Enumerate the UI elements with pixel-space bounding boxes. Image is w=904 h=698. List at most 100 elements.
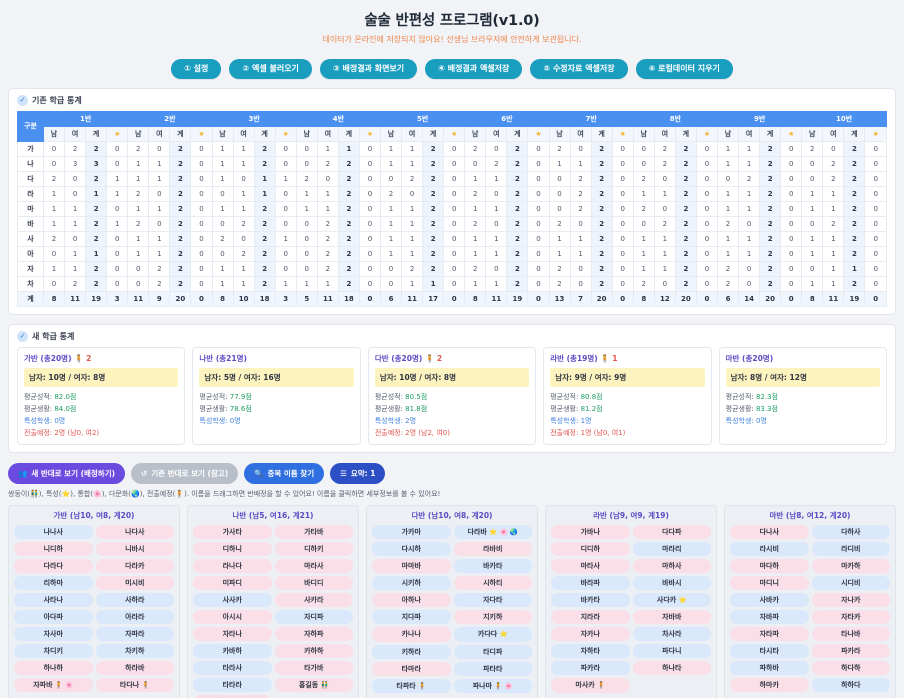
student-chip[interactable]: 사타나: [14, 592, 93, 607]
student-chip[interactable]: 타가바: [274, 660, 353, 676]
student-chip[interactable]: 파하바: [730, 660, 809, 676]
student-chip[interactable]: 디하니: [193, 541, 272, 556]
class-column[interactable]: 가반 (남10, 여8, 계20) 나나사 나다사 니디하 니바시 다라다 다라카 리하마 미시…: [8, 504, 180, 698]
view-button-2[interactable]: ↺ 기존 반대로 보기 (참고): [131, 462, 239, 484]
class-column[interactable]: 마반 (남8, 여12, 계20) 다나사 다하사 라시비 라디비 마다하 마카하 마디니 시디…: [724, 504, 896, 698]
student-chip[interactable]: 라디비: [811, 541, 890, 556]
student-chip[interactable]: 나다사: [95, 524, 174, 539]
student-chip[interactable]: 다라바 ⭐ 🌸 🌏: [453, 524, 532, 540]
student-chip[interactable]: 지다파: [372, 610, 451, 625]
view-button-1[interactable]: 👥 새 반대로 보기 (배정하기): [8, 462, 126, 484]
student-chip[interactable]: 차사라: [632, 627, 711, 642]
student-chip[interactable]: 시디비: [811, 575, 890, 590]
student-chip[interactable]: 가카마: [372, 524, 451, 540]
student-chip[interactable]: 나나사: [14, 524, 93, 539]
student-chip[interactable]: 마하사: [632, 558, 711, 573]
student-chip[interactable]: 홍길순 👬: [193, 695, 272, 698]
student-chip[interactable]: 차하타: [551, 644, 630, 659]
student-chip[interactable]: 파카라: [811, 643, 890, 658]
view-button-4[interactable]: ☰ 요약: 1: [330, 462, 386, 484]
student-chip[interactable]: 타타라: [193, 678, 272, 693]
student-chip[interactable]: 타나바: [811, 626, 890, 641]
student-chip[interactable]: 가바나: [551, 524, 630, 539]
student-chip[interactable]: 홍길동 👬: [274, 678, 353, 693]
student-chip[interactable]: 시키하: [372, 576, 451, 591]
student-chip[interactable]: 아시시: [193, 609, 272, 624]
student-chip[interactable]: 파다니: [632, 644, 711, 659]
class-column[interactable]: 라반 (남9, 여9, 계19) 가바나 다다파 디디하 마라리 마타사 마하사 바라파 바바시…: [545, 504, 717, 698]
view-button-3[interactable]: 🔍 중복 이름 찾기: [244, 462, 325, 484]
student-chip[interactable]: 타디파: [453, 644, 532, 659]
student-chip[interactable]: 다나사: [730, 524, 809, 539]
student-chip[interactable]: 자디파: [274, 609, 353, 624]
student-chip[interactable]: 마마바: [372, 559, 451, 574]
student-chip[interactable]: 사사카: [193, 592, 272, 607]
student-chip[interactable]: 지라라: [551, 610, 630, 625]
student-chip[interactable]: 가타바: [274, 524, 353, 539]
student-chip[interactable]: 디디하: [551, 541, 630, 556]
toolbar-button-5[interactable]: ⑤ 수정자료 엑셀저장: [530, 59, 628, 79]
student-chip[interactable]: 디하키: [274, 541, 353, 556]
student-chip[interactable]: 지키하: [453, 610, 532, 625]
student-chip[interactable]: 차키하: [95, 643, 174, 658]
student-chip[interactable]: 차디키: [14, 643, 93, 658]
student-chip[interactable]: 니바시: [95, 541, 174, 556]
student-chip[interactable]: 타다나 🧍: [95, 678, 174, 693]
toolbar-button-3[interactable]: ③ 배정결과 화면보기: [319, 59, 418, 79]
student-chip[interactable]: 다시하: [372, 542, 451, 557]
student-chip[interactable]: 바라파: [551, 575, 630, 590]
student-chip[interactable]: 하나하: [14, 660, 93, 676]
student-chip[interactable]: 타마라: [372, 661, 451, 676]
student-chip[interactable]: 자바파: [730, 609, 809, 624]
student-chip[interactable]: 니디하: [14, 541, 93, 556]
student-chip[interactable]: 타파타 🧍: [372, 678, 451, 694]
student-chip[interactable]: 자파라: [95, 626, 174, 641]
student-chip[interactable]: 사하라: [95, 592, 174, 607]
student-chip[interactable]: 카바하: [193, 643, 272, 658]
student-chip[interactable]: 카하하: [274, 643, 353, 658]
student-chip[interactable]: 마카하: [811, 558, 890, 573]
student-chip[interactable]: 다다파: [632, 524, 711, 539]
student-chip[interactable]: 마디니: [730, 575, 809, 590]
student-chip[interactable]: 자바바: [632, 610, 711, 625]
student-chip[interactable]: 바카타: [453, 559, 532, 574]
student-chip[interactable]: 마사카 🧍: [551, 678, 630, 693]
student-chip[interactable]: 바카타: [551, 592, 630, 608]
student-chip[interactable]: 마타사: [551, 558, 630, 573]
student-chip[interactable]: 사카라: [274, 592, 353, 607]
student-chip[interactable]: 시하티: [453, 576, 532, 591]
student-chip[interactable]: 미파디: [193, 575, 272, 590]
student-chip[interactable]: 아라라: [95, 609, 174, 624]
student-chip[interactable]: 자다타: [453, 593, 532, 608]
student-chip[interactable]: 아다파: [14, 609, 93, 624]
student-chip[interactable]: 하나타: [632, 661, 711, 676]
student-chip[interactable]: 사다카 ⭐: [632, 592, 711, 608]
student-chip[interactable]: 키하라: [372, 644, 451, 659]
student-chip[interactable]: 마라리: [632, 541, 711, 556]
student-chip[interactable]: 다하사: [811, 524, 890, 539]
class-column[interactable]: 나반 (남5, 여16, 계21) 가사타 가타바 디하니 디하키 라나다 마라사 미파디 바디…: [187, 504, 359, 698]
student-chip[interactable]: 미시비: [95, 575, 174, 590]
student-chip[interactable]: 리하마: [14, 575, 93, 590]
student-chip[interactable]: 자타파: [730, 626, 809, 641]
student-chip[interactable]: 라시비: [730, 541, 809, 556]
student-chip[interactable]: 카나나: [372, 627, 451, 642]
class-column[interactable]: 다반 (남10, 여8, 계20) 가카마 다라바 ⭐ 🌸 🌏 다시하 라바비 마마바 바카…: [366, 504, 538, 698]
student-chip[interactable]: 자카나: [551, 627, 630, 642]
student-chip[interactable]: 하하다: [811, 678, 890, 693]
student-chip[interactable]: 하마카: [730, 678, 809, 693]
student-chip[interactable]: 바디디: [274, 575, 353, 590]
student-chip[interactable]: 타라사: [193, 660, 272, 676]
student-chip[interactable]: 파카라: [551, 661, 630, 676]
student-chip[interactable]: 파타타: [453, 661, 532, 676]
student-chip[interactable]: 자나카: [811, 592, 890, 607]
student-chip[interactable]: 자타나: [193, 626, 272, 641]
student-chip[interactable]: 가사타: [193, 524, 272, 539]
student-chip[interactable]: 카다다 ⭐: [453, 627, 532, 642]
student-chip[interactable]: 사바카: [730, 592, 809, 607]
student-chip[interactable]: 자타카: [811, 609, 890, 624]
toolbar-button-4[interactable]: ④ 배정결과 엑셀저장: [425, 59, 523, 79]
student-chip[interactable]: 다라카: [95, 558, 174, 573]
student-chip[interactable]: 바바시: [632, 575, 711, 590]
student-chip[interactable]: 라나다: [193, 558, 272, 573]
